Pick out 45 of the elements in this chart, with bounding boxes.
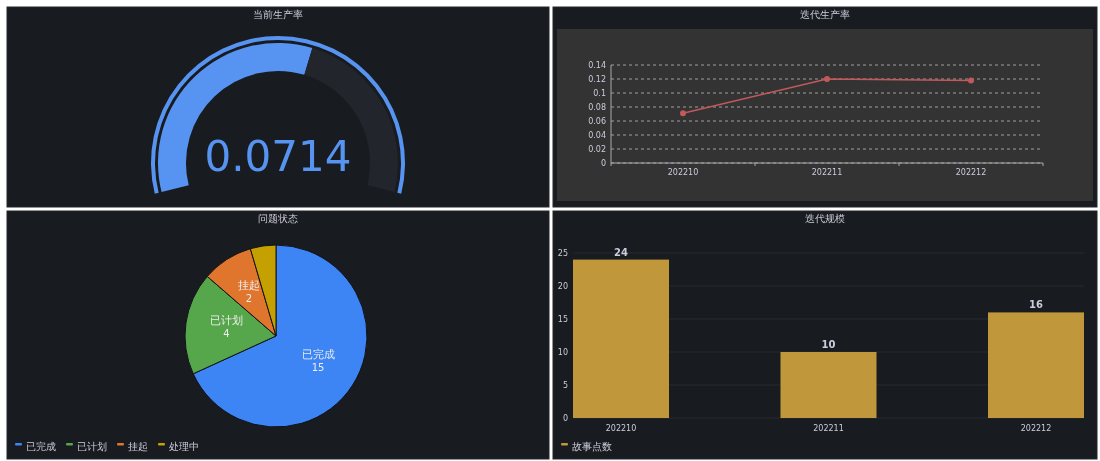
legend-label: 已计划 bbox=[77, 441, 107, 452]
chart-title: 迭代规模 bbox=[805, 213, 845, 224]
y-tick-label: 15 bbox=[557, 314, 568, 324]
text: 0.0714 bbox=[204, 132, 352, 181]
slice-label: 挂起 bbox=[237, 278, 260, 292]
x-tick-label: 202212 bbox=[1020, 424, 1052, 433]
legend-label: 故事点数 bbox=[572, 441, 612, 452]
legend-label: 挂起 bbox=[128, 441, 148, 452]
y-tick-label: 0.08 bbox=[588, 102, 606, 112]
data-label: 4 bbox=[223, 327, 230, 339]
x-tick-label: 202211 bbox=[813, 424, 844, 433]
point bbox=[968, 77, 974, 84]
y-tick-label: 0.04 bbox=[588, 130, 606, 140]
bar bbox=[573, 259, 669, 418]
x-tick-label: 202210 bbox=[667, 168, 699, 177]
y-tick-label: 0.14 bbox=[588, 60, 606, 70]
data-label: 24 bbox=[614, 246, 628, 258]
point bbox=[824, 76, 830, 82]
x-tick-label: 202210 bbox=[605, 424, 637, 433]
y-tick-label: 10 bbox=[557, 347, 568, 357]
y-tick-label: 25 bbox=[557, 248, 568, 258]
data-label: 15 bbox=[311, 362, 325, 374]
y-tick-label: 0 bbox=[562, 413, 568, 423]
legend-label: 已完成 bbox=[26, 441, 56, 452]
bar bbox=[780, 352, 877, 418]
y-tick-label: 0.02 bbox=[588, 144, 606, 154]
slice-label: 已完成 bbox=[301, 348, 335, 362]
y-tick-label: 0 bbox=[600, 158, 606, 168]
point bbox=[680, 110, 686, 117]
y-tick-label: 0.1 bbox=[593, 88, 606, 98]
data-label: 16 bbox=[1029, 299, 1043, 311]
data-label: 10 bbox=[821, 339, 836, 350]
data-label: 2 bbox=[245, 292, 253, 304]
y-tick-label: 0.06 bbox=[588, 116, 606, 126]
slice-label: 已计划 bbox=[209, 313, 243, 327]
bar bbox=[988, 312, 1084, 418]
legend-label: 处理中 bbox=[169, 441, 199, 452]
chart-title: 迭代生产率 bbox=[800, 9, 850, 20]
x-tick-label: 202211 bbox=[811, 168, 843, 177]
y-tick-label: 5 bbox=[562, 380, 568, 390]
chart-title: 问题状态 bbox=[258, 213, 298, 224]
chart-title: 当前生产率 bbox=[253, 9, 303, 20]
x-tick-label: 202212 bbox=[955, 168, 987, 177]
y-tick-label: 0.12 bbox=[588, 74, 606, 84]
y-tick-label: 20 bbox=[557, 281, 568, 291]
